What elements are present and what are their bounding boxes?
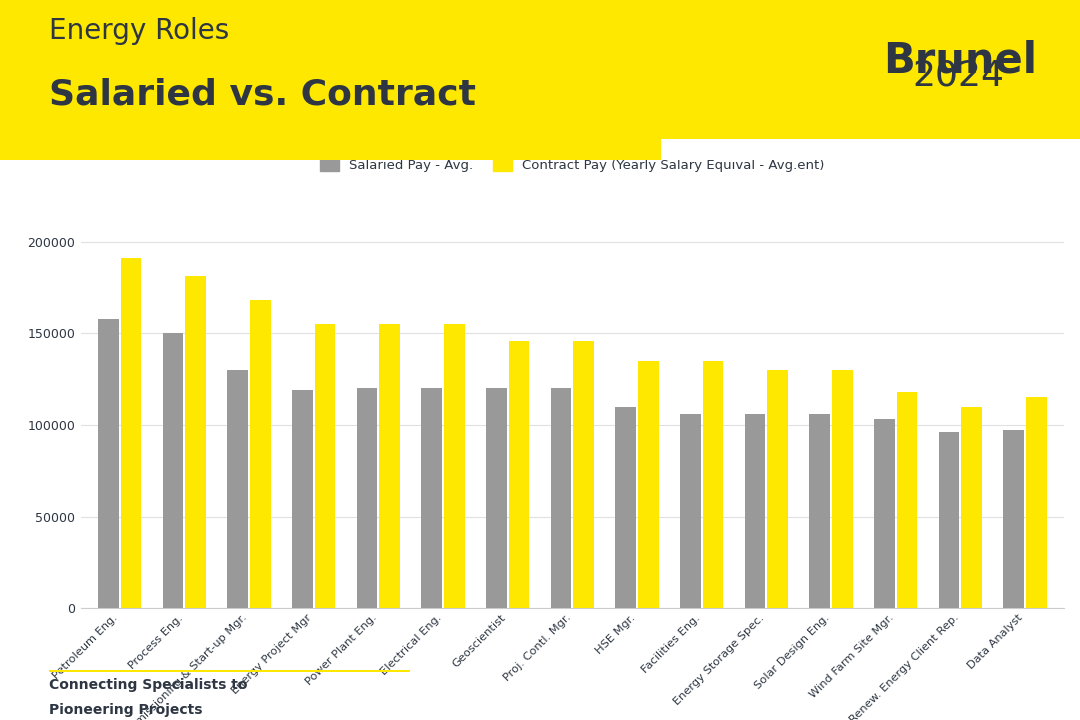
- Bar: [1003, 431, 1024, 608]
- Bar: [616, 407, 636, 608]
- Bar: [251, 300, 271, 608]
- Bar: [939, 432, 959, 608]
- Bar: [314, 324, 336, 608]
- Bar: [292, 390, 313, 608]
- Bar: [551, 388, 571, 608]
- Bar: [228, 370, 248, 608]
- Bar: [1026, 397, 1047, 608]
- Legend: Salaried Pay - Avg., Contract Pay (Yearly Salary Equival - Avg.ent): Salaried Pay - Avg., Contract Pay (Yearl…: [315, 153, 829, 177]
- Bar: [874, 420, 894, 608]
- Bar: [961, 407, 982, 608]
- Bar: [832, 370, 853, 608]
- Bar: [486, 388, 507, 608]
- Bar: [809, 414, 831, 608]
- Bar: [896, 392, 917, 608]
- Bar: [421, 388, 442, 608]
- Text: Energy Roles: Energy Roles: [49, 17, 229, 45]
- Text: 2024: 2024: [913, 59, 1004, 93]
- Bar: [379, 324, 400, 608]
- Bar: [745, 414, 766, 608]
- Bar: [444, 324, 464, 608]
- Bar: [186, 276, 206, 608]
- Text: Pioneering Projects: Pioneering Projects: [49, 703, 202, 717]
- Bar: [356, 388, 377, 608]
- Bar: [163, 333, 184, 608]
- Text: Salaried vs. Contract: Salaried vs. Contract: [49, 78, 475, 112]
- Text: Connecting Specialists to: Connecting Specialists to: [49, 678, 247, 692]
- Bar: [98, 318, 119, 608]
- Bar: [121, 258, 141, 608]
- Bar: [768, 370, 788, 608]
- Bar: [680, 414, 701, 608]
- Text: Brunel: Brunel: [882, 40, 1037, 82]
- Bar: [573, 341, 594, 608]
- Bar: [509, 341, 529, 608]
- Bar: [638, 361, 659, 608]
- Bar: [703, 361, 724, 608]
